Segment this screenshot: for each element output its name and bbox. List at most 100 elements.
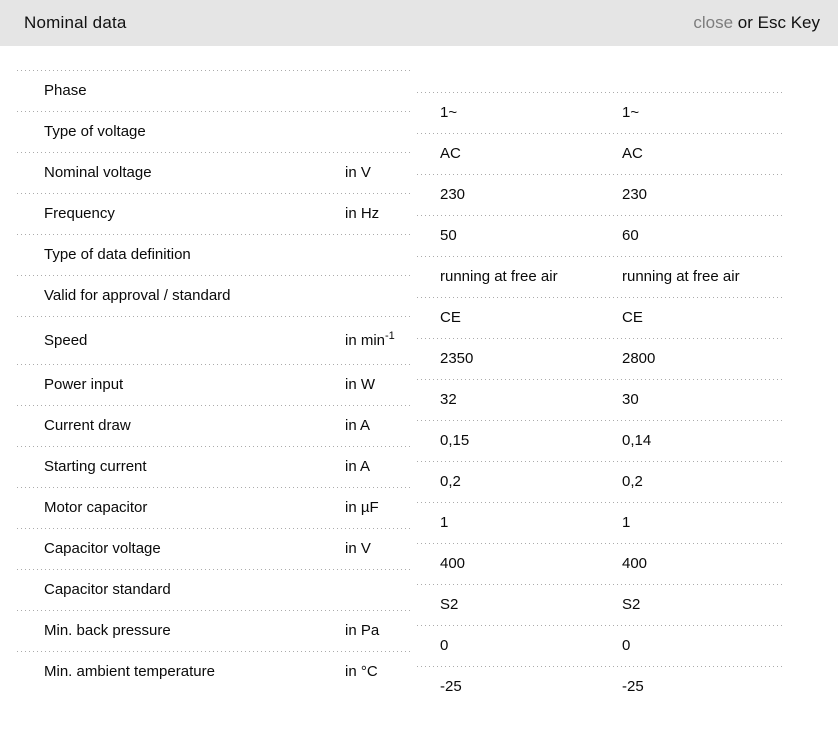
table-row: 1~ 1~ bbox=[417, 92, 782, 133]
row-label: Type of data definition bbox=[44, 246, 191, 263]
value-cell-1: 0,15 bbox=[440, 432, 470, 449]
labels-table: Phase Type of voltage Nominal voltage in… bbox=[17, 70, 413, 692]
table-row: 32 30 bbox=[417, 379, 782, 420]
values-table: 1~ 1~ AC AC 230 230 50 60 running at fre… bbox=[417, 92, 782, 707]
row-label: Motor capacitor bbox=[44, 499, 148, 516]
table-row: Power input in W bbox=[17, 364, 413, 405]
table-row: Type of data definition bbox=[17, 234, 413, 275]
table-row: Valid for approval / standard bbox=[17, 275, 413, 316]
table-row: S2 S2 bbox=[417, 584, 782, 625]
table-row: Capacitor standard bbox=[17, 569, 413, 610]
esc-key-text: or Esc Key bbox=[733, 13, 820, 32]
value-cell-2: -25 bbox=[622, 678, 644, 695]
value-cell-2: AC bbox=[622, 145, 643, 162]
row-unit: in µF bbox=[345, 499, 413, 516]
value-cell-1: -25 bbox=[440, 678, 462, 695]
unit-superscript: -1 bbox=[385, 329, 395, 342]
unit-text: in min bbox=[345, 331, 386, 349]
value-cell-2: 230 bbox=[622, 186, 648, 203]
row-label: Type of voltage bbox=[44, 123, 146, 140]
table-row: Starting current in A bbox=[17, 446, 413, 487]
table-row: 1 1 bbox=[417, 502, 782, 543]
row-unit: in Pa bbox=[345, 622, 413, 639]
table-row: Nominal voltage in V bbox=[17, 152, 413, 193]
row-label: Min. back pressure bbox=[44, 622, 171, 639]
value-cell-2: running at free air bbox=[622, 268, 740, 285]
row-label: Capacitor voltage bbox=[44, 540, 161, 557]
value-cell-2: 0,2 bbox=[622, 473, 643, 490]
value-cell-1: CE bbox=[440, 309, 461, 326]
row-label: Starting current bbox=[44, 458, 147, 475]
table-row: Min. ambient temperature in °C bbox=[17, 651, 413, 692]
value-cell-2: 0 bbox=[622, 637, 631, 654]
value-cell-2: 30 bbox=[622, 391, 639, 408]
table-row: Speed in min-1 bbox=[17, 316, 413, 364]
table-row: Type of voltage bbox=[17, 111, 413, 152]
value-cell-2: CE bbox=[622, 309, 643, 326]
value-cell-1: 1~ bbox=[440, 104, 458, 121]
table-row: AC AC bbox=[417, 133, 782, 174]
row-unit: in W bbox=[345, 376, 413, 393]
table-row: Motor capacitor in µF bbox=[17, 487, 413, 528]
row-unit: in A bbox=[345, 417, 413, 434]
value-cell-1: running at free air bbox=[440, 268, 558, 285]
table-row: Phase bbox=[17, 70, 413, 111]
unit-text: in W bbox=[345, 376, 375, 393]
unit-text: in Hz bbox=[345, 205, 380, 222]
value-cell-1: 0 bbox=[440, 637, 449, 654]
value-cell-2: 0,14 bbox=[622, 432, 652, 449]
unit-text: in V bbox=[345, 540, 371, 557]
value-cell-1: S2 bbox=[440, 596, 459, 613]
value-cell-2: 60 bbox=[622, 227, 639, 244]
nominal-data-table: Phase Type of voltage Nominal voltage in… bbox=[0, 70, 838, 707]
unit-text: in V bbox=[345, 164, 371, 181]
row-label: Frequency bbox=[44, 205, 115, 222]
close-area: close or Esc Key bbox=[693, 13, 820, 33]
value-cell-2: 400 bbox=[622, 555, 648, 572]
table-row: 0,15 0,14 bbox=[417, 420, 782, 461]
row-unit: in °C bbox=[345, 663, 413, 680]
value-cell-1: AC bbox=[440, 145, 461, 162]
row-label: Current draw bbox=[44, 417, 131, 434]
row-label: Nominal voltage bbox=[44, 164, 152, 181]
table-row: running at free air running at free air bbox=[417, 256, 782, 297]
table-row: Current draw in A bbox=[17, 405, 413, 446]
row-label: Valid for approval / standard bbox=[44, 287, 231, 304]
row-unit: in V bbox=[345, 540, 413, 557]
row-label: Speed bbox=[44, 331, 88, 349]
table-row: 2350 2800 bbox=[417, 338, 782, 379]
value-cell-1: 32 bbox=[440, 391, 457, 408]
table-row: 0 0 bbox=[417, 625, 782, 666]
unit-text: in A bbox=[345, 458, 371, 475]
value-cell-1: 2350 bbox=[440, 350, 474, 367]
value-cell-2: 1 bbox=[622, 514, 631, 531]
value-cell-1: 0,2 bbox=[440, 473, 461, 490]
value-cell-1: 50 bbox=[440, 227, 457, 244]
close-link[interactable]: close bbox=[693, 13, 734, 32]
value-cell-2: 2800 bbox=[622, 350, 656, 367]
table-row: CE CE bbox=[417, 297, 782, 338]
value-cell-1: 230 bbox=[440, 186, 466, 203]
table-row: Min. back pressure in Pa bbox=[17, 610, 413, 651]
row-label: Power input bbox=[44, 376, 124, 393]
value-cell-2: 1~ bbox=[622, 104, 640, 121]
table-row: -25 -25 bbox=[417, 666, 782, 707]
row-unit: in Hz bbox=[345, 205, 413, 222]
table-row: 0,2 0,2 bbox=[417, 461, 782, 502]
dialog-title: Nominal data bbox=[24, 13, 127, 32]
table-row: 50 60 bbox=[417, 215, 782, 256]
value-cell-1: 400 bbox=[440, 555, 466, 572]
row-unit: in A bbox=[345, 458, 413, 475]
row-label: Capacitor standard bbox=[44, 581, 171, 598]
table-row: 400 400 bbox=[417, 543, 782, 584]
row-label: Min. ambient temperature bbox=[44, 663, 215, 680]
table-row: Frequency in Hz bbox=[17, 193, 413, 234]
row-unit: in V bbox=[345, 164, 413, 181]
unit-text: in Pa bbox=[345, 622, 380, 639]
unit-text: in A bbox=[345, 417, 371, 434]
value-cell-2: S2 bbox=[622, 596, 641, 613]
table-row: 230 230 bbox=[417, 174, 782, 215]
row-unit: in min-1 bbox=[345, 329, 413, 349]
unit-text: in °C bbox=[345, 663, 378, 680]
